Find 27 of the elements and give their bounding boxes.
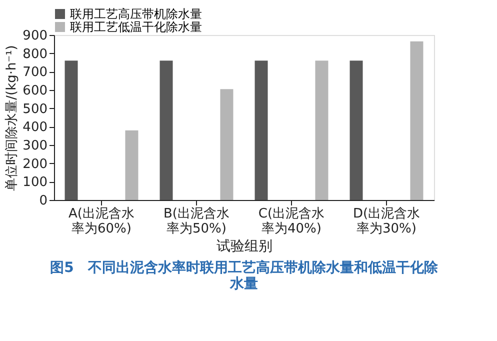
y-tick-label: 700 bbox=[22, 65, 48, 80]
bar bbox=[410, 41, 424, 200]
bar bbox=[315, 60, 328, 200]
bar bbox=[64, 60, 78, 200]
bar bbox=[254, 60, 268, 200]
y-tick-label: 800 bbox=[22, 46, 48, 62]
x-tick-label: A(出泥含水率为60%) bbox=[68, 206, 134, 236]
y-tick-label: 200 bbox=[22, 156, 48, 172]
bar bbox=[125, 130, 138, 200]
bar bbox=[350, 60, 363, 200]
y-tick-label: 400 bbox=[22, 120, 48, 136]
y-tick-label: 100 bbox=[22, 175, 48, 190]
y-tick-label: 600 bbox=[22, 84, 48, 98]
x-tick-label: B(出泥含水率为50%) bbox=[164, 206, 230, 236]
legend-label: 联用工艺低温干化除水量 bbox=[70, 20, 202, 34]
y-tick-label: 300 bbox=[22, 138, 48, 154]
x-axis-title: 试验组别 bbox=[216, 238, 272, 254]
bar bbox=[220, 89, 234, 200]
text: 图5 不同出泥含水率时联用工艺高压带机除水量和低温干化除水量 bbox=[50, 259, 439, 292]
x-tick-label: C(出泥含水率为40%) bbox=[258, 206, 325, 236]
y-tick-label: 0 bbox=[39, 194, 48, 208]
legend-label: 联用工艺高压带机除水量 bbox=[70, 7, 202, 21]
y-tick-label: 900 bbox=[22, 28, 48, 44]
bar bbox=[160, 60, 173, 200]
y-axis-title: 单位时间除水量/(kg·h⁻¹) bbox=[4, 45, 20, 191]
y-tick-label: 500 bbox=[22, 102, 48, 117]
x-tick-label: D(出泥含水率为30%) bbox=[352, 206, 420, 236]
